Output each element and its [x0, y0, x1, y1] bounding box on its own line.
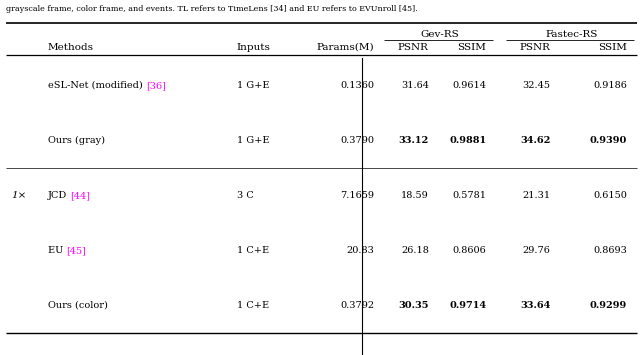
Text: Ours (gray): Ours (gray): [48, 136, 105, 145]
Text: 33.64: 33.64: [520, 301, 550, 310]
Text: 1×: 1×: [12, 191, 27, 200]
Text: 0.8606: 0.8606: [452, 246, 486, 255]
Text: 0.9390: 0.9390: [590, 136, 627, 145]
Text: 7.1659: 7.1659: [340, 191, 374, 200]
Text: 29.76: 29.76: [522, 246, 550, 255]
Text: Methods: Methods: [48, 43, 94, 52]
Text: 30.35: 30.35: [398, 301, 429, 310]
Text: 0.9186: 0.9186: [593, 81, 627, 90]
Text: 0.8693: 0.8693: [593, 246, 627, 255]
Text: Ours (color): Ours (color): [48, 301, 108, 310]
Text: PSNR: PSNR: [520, 43, 550, 52]
Text: 0.9299: 0.9299: [590, 301, 627, 310]
Text: 26.18: 26.18: [401, 246, 429, 255]
Text: 20.83: 20.83: [346, 246, 374, 255]
Text: Inputs: Inputs: [237, 43, 271, 52]
Text: 31.64: 31.64: [401, 81, 429, 90]
Text: 0.9614: 0.9614: [452, 81, 486, 90]
Text: 32.45: 32.45: [522, 81, 550, 90]
Text: 0.6150: 0.6150: [593, 191, 627, 200]
Text: 33.12: 33.12: [399, 136, 429, 145]
Text: 0.3790: 0.3790: [340, 136, 374, 145]
Text: PSNR: PSNR: [398, 43, 429, 52]
Text: 1 G+E: 1 G+E: [237, 136, 269, 145]
Text: 0.3792: 0.3792: [340, 301, 374, 310]
Text: [44]: [44]: [70, 191, 90, 200]
Text: JCD: JCD: [48, 191, 70, 200]
Text: Params(M): Params(M): [317, 43, 374, 52]
Text: 0.1360: 0.1360: [340, 81, 374, 90]
Text: 3 C: 3 C: [237, 191, 253, 200]
Text: Gev-RS: Gev-RS: [420, 30, 460, 39]
Text: SSIM: SSIM: [598, 43, 627, 52]
Text: 21.31: 21.31: [522, 191, 550, 200]
Text: EU: EU: [48, 246, 67, 255]
Text: 0.5781: 0.5781: [452, 191, 486, 200]
Text: 1 G+E: 1 G+E: [237, 81, 269, 90]
Text: [45]: [45]: [67, 246, 86, 255]
Text: 0.9714: 0.9714: [449, 301, 486, 310]
Text: 0.9881: 0.9881: [449, 136, 486, 145]
Text: 1 C+E: 1 C+E: [237, 301, 269, 310]
Text: grayscale frame, color frame, and events. TL refers to TimeLens [34] and EU refe: grayscale frame, color frame, and events…: [6, 5, 418, 13]
Text: eSL-Net (modified): eSL-Net (modified): [48, 81, 146, 90]
Text: 34.62: 34.62: [520, 136, 550, 145]
Text: SSIM: SSIM: [458, 43, 486, 52]
Text: Fastec-RS: Fastec-RS: [545, 30, 597, 39]
Text: 18.59: 18.59: [401, 191, 429, 200]
Text: 1 C+E: 1 C+E: [237, 246, 269, 255]
Text: [36]: [36]: [146, 81, 166, 90]
